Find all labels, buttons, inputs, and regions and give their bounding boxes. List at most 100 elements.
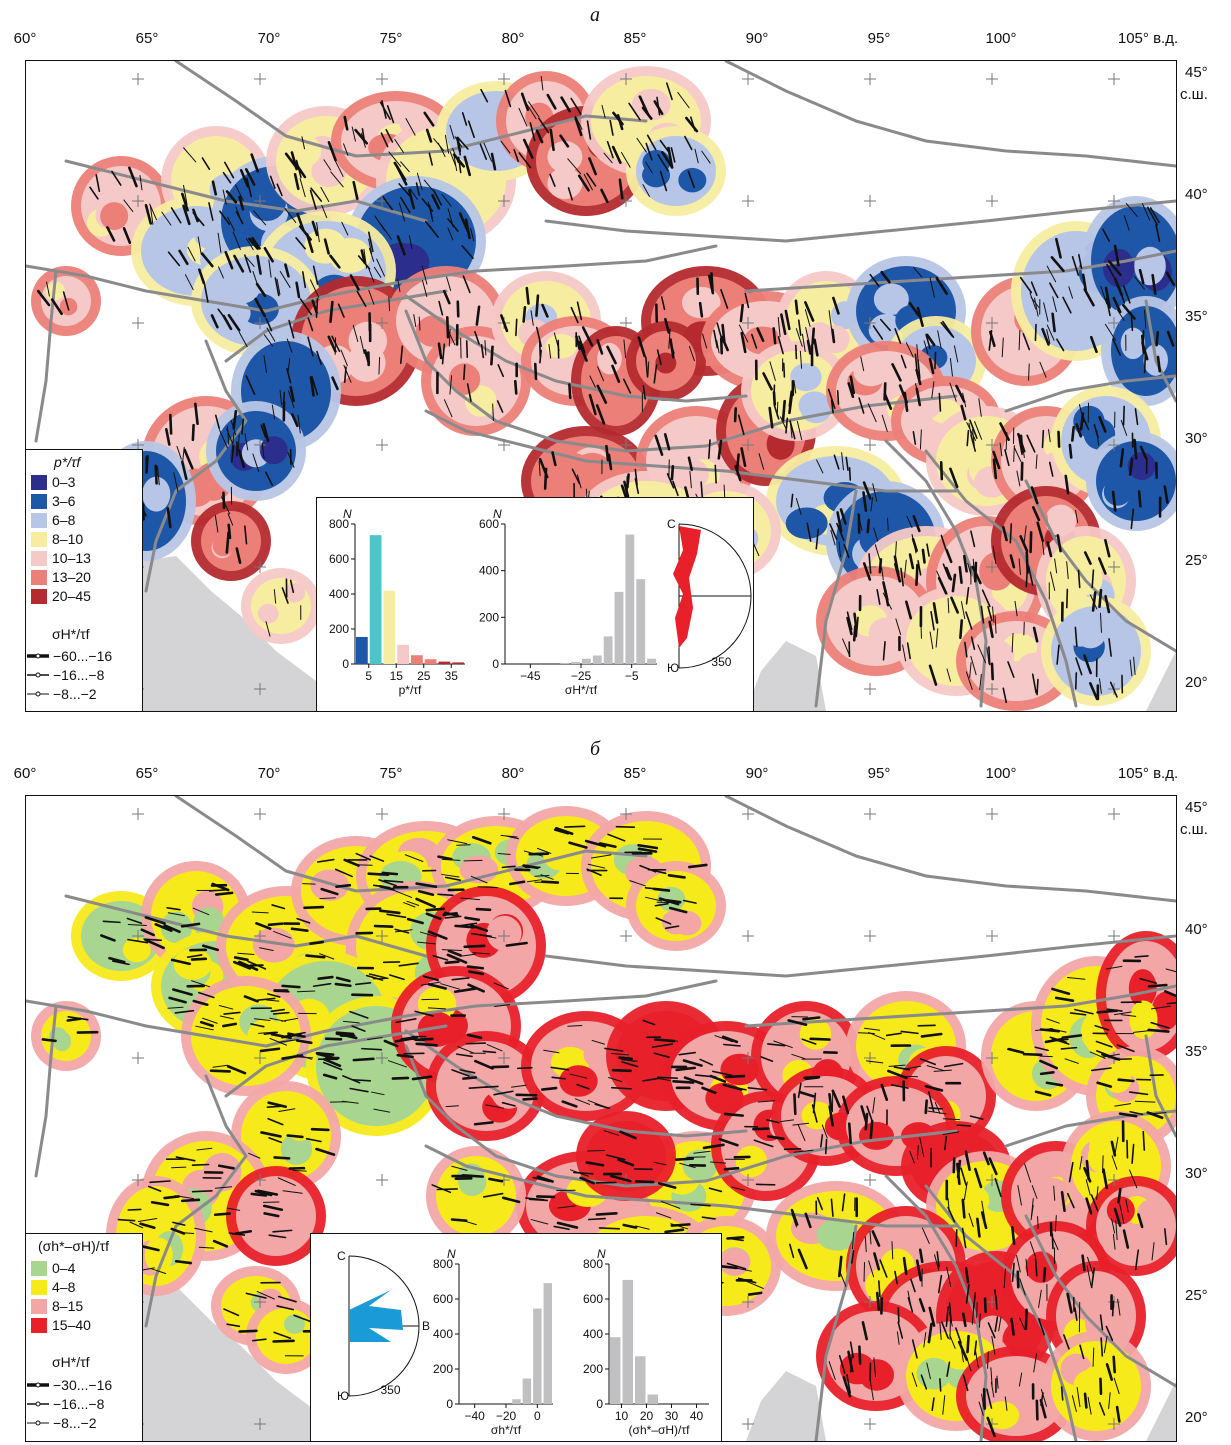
stress-tick [444, 134, 450, 154]
stress-tick [659, 170, 668, 192]
stress-tick [529, 122, 536, 142]
stress-tick [463, 944, 486, 949]
histogram-bar [560, 662, 570, 664]
legend-label: 13–20 [52, 569, 91, 585]
legend-swatch [31, 550, 47, 566]
legend-label: 10–13 [52, 550, 91, 566]
stress-tick [500, 140, 511, 154]
stress-tick [256, 1189, 279, 1196]
stress-tick [343, 364, 352, 383]
stress-tick [967, 562, 972, 577]
stress-tick [709, 1074, 727, 1083]
stress-tick [451, 1165, 468, 1171]
fault-line [724, 61, 1176, 168]
stress-tick [100, 934, 116, 942]
stress-tick [911, 537, 918, 552]
stress-tick [111, 170, 122, 186]
stress-tick [1133, 1029, 1154, 1033]
stress-tick [443, 399, 453, 418]
stress-tick [293, 172, 300, 191]
stress-tick [1083, 654, 1092, 675]
stress-tick [260, 424, 267, 438]
stress-tick [480, 88, 489, 103]
stress-tick [237, 952, 255, 956]
stress-tick [981, 589, 991, 608]
stress-tick [343, 115, 349, 131]
stress-tick [803, 1075, 821, 1080]
stress-tick [737, 1277, 757, 1284]
stress-tick [341, 221, 349, 236]
stress-tick [980, 1211, 988, 1230]
stress-tick [1101, 228, 1111, 242]
stress-tick [214, 1186, 233, 1189]
grid-cross [132, 73, 144, 85]
grid-cross [1108, 195, 1120, 207]
stress-tick [804, 1212, 812, 1229]
histogram-bar [592, 655, 602, 664]
stress-tick [447, 227, 454, 241]
stress-tick [463, 859, 483, 862]
stress-tick [1090, 1194, 1099, 1212]
stress-tick [417, 889, 435, 897]
stress-tick [904, 1065, 922, 1070]
stress-tick [227, 513, 234, 526]
stress-tick [670, 147, 676, 163]
grid-cross [132, 808, 144, 820]
stress-tick [714, 464, 717, 484]
stress-tick [482, 1050, 497, 1054]
grid-cross [498, 73, 510, 85]
stress-tick [841, 1193, 846, 1212]
stress-tick [895, 618, 902, 636]
stress-tick [271, 904, 286, 910]
stress-tick [670, 1223, 689, 1230]
stress-tick [1074, 1307, 1078, 1322]
stress-tick [263, 1212, 280, 1218]
stress-tick [140, 928, 155, 937]
stress-tick [935, 628, 939, 648]
stress-tick [1042, 1267, 1047, 1283]
stress-tick [921, 548, 926, 564]
stress-tick [459, 922, 478, 927]
stress-tick [351, 1025, 366, 1032]
stress-tick [260, 1131, 282, 1138]
fault-line [424, 1144, 958, 1228]
histogram-bar [647, 1394, 658, 1404]
stress-tick [1106, 263, 1115, 278]
stress-tick [522, 1097, 538, 1101]
stress-tick [1052, 296, 1057, 313]
stress-patch [1137, 1199, 1166, 1228]
y-axis-label: N [493, 507, 502, 521]
stress-tick [959, 1342, 964, 1363]
stress-tick [449, 375, 453, 395]
stress-tick [987, 1351, 989, 1369]
stress-tick [288, 319, 295, 339]
y-tick-label: 800 [433, 1257, 453, 1271]
stress-tick [226, 1065, 247, 1075]
stress-tick [363, 248, 368, 269]
stress-tick [256, 1290, 275, 1300]
stress-tick [1164, 990, 1176, 998]
stress-tick [918, 1248, 924, 1264]
stress-patch [257, 603, 279, 624]
stress-tick [607, 453, 613, 471]
stress-tick [1029, 292, 1037, 310]
longitude-label: 100° [985, 30, 1017, 47]
stress-tick [1062, 296, 1072, 314]
stress-tick [713, 329, 719, 349]
stress-tick [982, 1387, 987, 1410]
grid-cross [986, 683, 998, 695]
stress-tick [782, 362, 786, 378]
stress-tick [1034, 323, 1037, 342]
stress-tick [288, 390, 295, 409]
stress-tick [466, 383, 472, 402]
stress-tick [905, 342, 914, 358]
stress-tick [1090, 1067, 1112, 1072]
stress-tick [251, 911, 269, 914]
x-tick-label: 5 [365, 669, 372, 683]
stress-tick [1109, 681, 1118, 698]
stress-tick [232, 960, 252, 970]
stress-tick [1067, 977, 1086, 980]
stress-tick [322, 1061, 343, 1071]
stress-tick [722, 1043, 741, 1047]
fault-line [924, 449, 1078, 708]
